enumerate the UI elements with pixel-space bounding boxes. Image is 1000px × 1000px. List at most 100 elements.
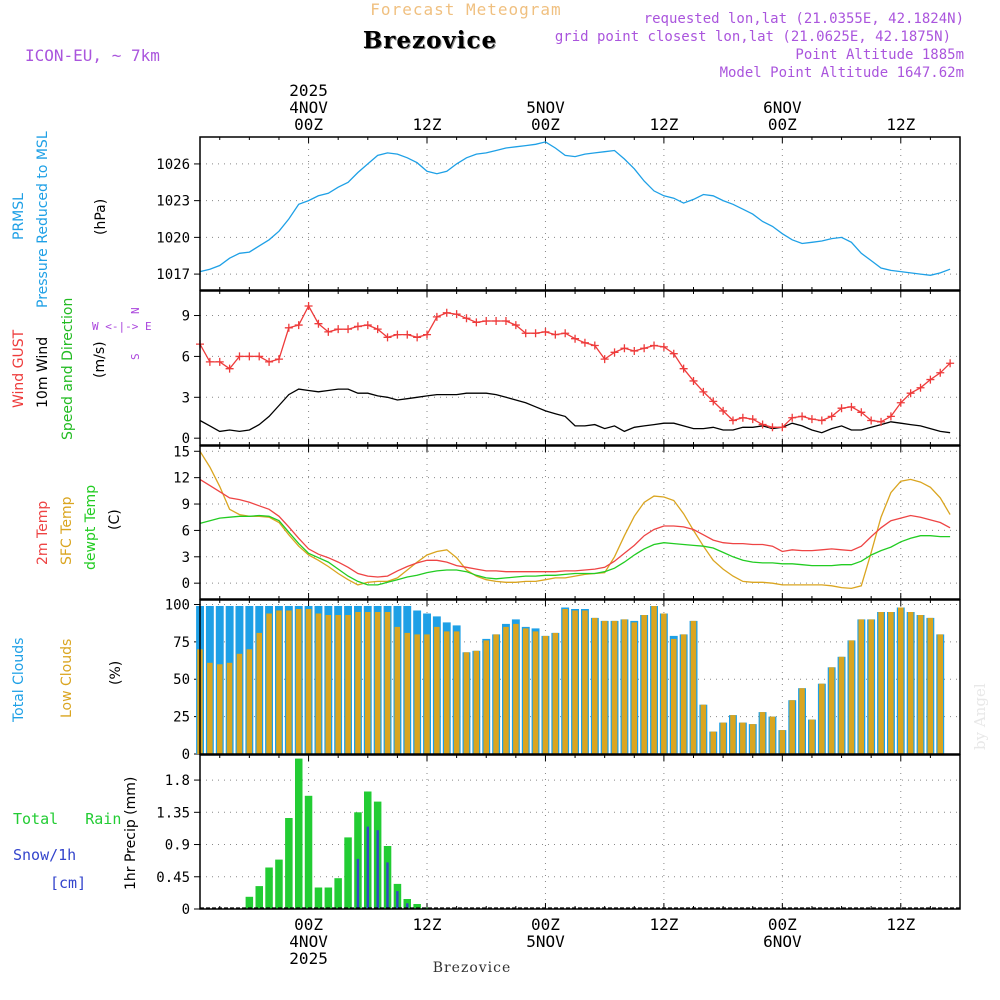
y-tick-label: 0 (182, 747, 190, 763)
low-cloud-bar (444, 631, 450, 754)
panel-clouds: 0 25 50 75 100 (165, 597, 961, 763)
snow-bar (366, 826, 369, 909)
y-tick-label: 0.9 (165, 838, 190, 854)
low-cloud-bar (601, 620, 608, 754)
low-cloud-bar (542, 635, 549, 754)
low-cloud-bar (621, 619, 628, 754)
low-cloud-bar (305, 609, 312, 754)
low-cloud-bar (680, 634, 687, 754)
compass-south: S (129, 353, 142, 360)
wind-gust-point (294, 321, 303, 330)
wind-gust-point (699, 387, 708, 396)
low-cloud-bar (631, 622, 637, 754)
pressure-labels: PRMSL Pressure Reduced to MSL (hPa) (11, 131, 109, 308)
wind-gust-point (798, 412, 807, 421)
snow-bar (396, 891, 399, 909)
precip-legend-cm: [cm] (50, 874, 86, 892)
wind-gust-point (778, 423, 787, 432)
wind-gust-point (452, 310, 461, 319)
snow-bar (386, 862, 389, 909)
bottom-time-label: 12Z (886, 915, 915, 934)
header-model-altitude: Model Point Altitude 1647.62m (720, 65, 964, 81)
low-cloud-bar (394, 626, 401, 754)
wind-gust-point (551, 330, 560, 339)
cloud-unit: (%) (108, 661, 124, 685)
y-tick-label: 6 (182, 349, 190, 365)
wind-gust-point (886, 412, 895, 421)
low-cloud-bar (207, 662, 213, 754)
wind-gust-point (768, 423, 777, 432)
wind-speed-line (199, 388, 951, 434)
low-cloud-bar (365, 612, 371, 754)
panel-temperature: 0 3 6 9 12 15 (173, 444, 961, 600)
precip-ylabel: 1hr Precip (mm) (123, 777, 139, 890)
temperature-labels: 2m Temp SFC Temp dewpt Temp (C) (35, 485, 123, 570)
low-cloud-bar (799, 688, 805, 754)
bottom-time-label: 00Z (768, 915, 797, 934)
wind-label-gust: Wind GUST (11, 329, 27, 408)
rain-bar (265, 867, 273, 909)
low-cloud-bar (759, 712, 766, 754)
wind-gust-point (906, 389, 915, 398)
wind-gust-point (304, 301, 313, 310)
low-cloud-bar (315, 613, 322, 754)
compass-west-east: W <-|-> E (92, 320, 152, 333)
wind-gust-point (383, 333, 392, 342)
y-tick-label: 100 (165, 597, 190, 613)
wind-gust-point (580, 338, 589, 347)
wind-gust-point (363, 321, 372, 330)
low-cloud-bar (226, 662, 233, 754)
low-cloud-bar (700, 704, 707, 754)
panel-precip: 0 0.45 0.9 1.35 1.8 (156, 754, 961, 918)
top-time-label: 12Z (886, 115, 915, 134)
low-cloud-bar (898, 607, 904, 754)
bottom-time-label: 00Z (531, 915, 560, 934)
pressure-label-msl: Pressure Reduced to MSL (35, 131, 51, 308)
header-model: ICON-EU, ~ 7km (25, 46, 160, 65)
y-tick-label: 9 (182, 497, 190, 513)
rain-bar (324, 887, 333, 909)
low-cloud-bar (848, 640, 855, 754)
low-cloud-bar (335, 615, 341, 754)
wind-gust-point (571, 334, 580, 343)
wind-gust-point (867, 416, 876, 425)
low-cloud-bar (582, 610, 588, 754)
wind-gust-point (896, 398, 905, 407)
bottom-time-label: 4NOV (289, 932, 328, 951)
y-tick-label: 0 (182, 431, 190, 447)
low-cloud-bar (671, 638, 677, 754)
snow-bar (376, 830, 379, 909)
wind-gust-point (758, 420, 767, 429)
header-grid-point: grid point closest lon,lat (21.0625E, 42… (555, 29, 951, 45)
wind-gust-point (610, 348, 619, 357)
wind-gust-point (353, 322, 362, 331)
bottom-time-label: 2025 (289, 949, 328, 968)
watermark: by Angel (971, 683, 989, 750)
wind-gust-line (199, 304, 951, 428)
wind-gust-point (837, 404, 846, 413)
rain-bar (304, 795, 313, 909)
wind-gust-point (442, 308, 451, 317)
wind-gust-point (748, 415, 757, 424)
y-tick-label: 1023 (156, 194, 190, 210)
low-cloud-bar (523, 628, 529, 754)
panel-pressure: 1017 1020 1023 1026 (156, 136, 961, 291)
wind-gust-point (827, 412, 836, 421)
low-cloud-bar (789, 700, 795, 754)
low-cloud-bar (513, 623, 519, 754)
panel-frame (199, 754, 961, 910)
y-tick-label: 0 (182, 576, 190, 592)
rain-bar (255, 886, 263, 909)
low-cloud-bar (295, 609, 302, 754)
temp-label-dewpt: dewpt Temp (83, 485, 99, 570)
low-cloud-bar (562, 609, 568, 754)
wind-gust-point (590, 341, 599, 350)
cloud-labels: Total Clouds Low Clouds (%) (11, 638, 124, 723)
wind-gust-point (314, 319, 323, 328)
y-tick-label: 3 (182, 390, 190, 406)
panel-frame (199, 136, 961, 291)
wind-label-10m: 10m Wind (35, 337, 51, 408)
top-time-label: 2025 (289, 81, 328, 100)
wind-gust-point (600, 355, 609, 364)
